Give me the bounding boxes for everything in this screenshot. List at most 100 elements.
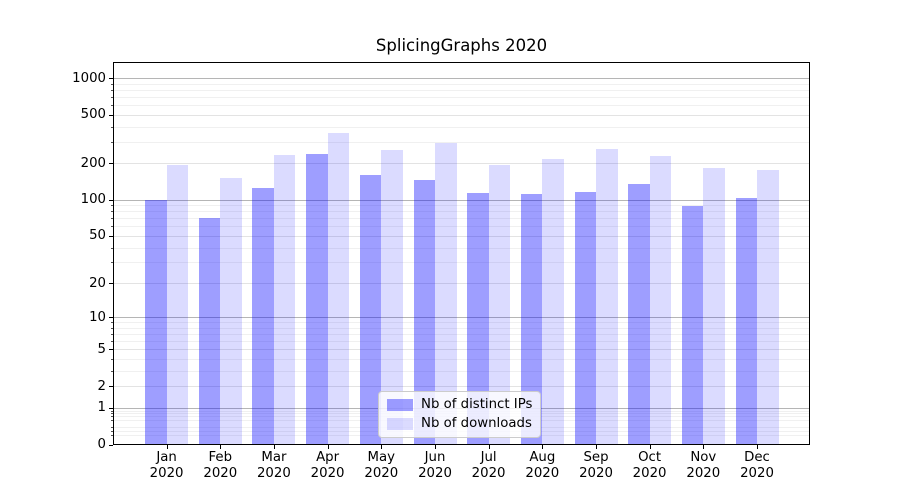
x-tick-label-sep: Sep 2020	[579, 450, 613, 481]
x-tick	[166, 445, 168, 449]
x-tick-label-jan: Jan 2020	[149, 450, 184, 481]
gridline-minor	[114, 322, 809, 324]
y-tick-label: 1000	[72, 70, 106, 86]
gridline-major	[114, 114, 809, 116]
gridline-minor	[114, 247, 809, 249]
bar-distinct-ips-feb	[198, 218, 221, 445]
gridline-major	[114, 78, 809, 79]
y-minor-tick	[111, 334, 113, 336]
gridline-minor	[114, 359, 809, 361]
y-minor-tick	[111, 141, 113, 143]
gridline-major	[114, 349, 809, 351]
y-minor-tick	[111, 218, 113, 220]
y-minor-tick	[111, 126, 113, 128]
gridline-minor	[114, 327, 809, 329]
x-tick	[596, 445, 597, 449]
gridline-minor	[114, 96, 809, 98]
gridline-minor	[114, 371, 809, 372]
gridline-minor	[114, 205, 809, 207]
x-tick	[649, 445, 651, 449]
y-tick	[109, 407, 113, 409]
legend-swatch-downloads	[387, 417, 413, 430]
y-tick-label: 0	[97, 437, 106, 452]
y-minor-tick	[111, 419, 113, 421]
y-minor-tick	[111, 430, 113, 432]
gridline-major	[114, 386, 809, 388]
y-tick	[109, 163, 113, 165]
y-tick-label: 2	[97, 378, 106, 394]
y-minor-tick	[111, 410, 113, 412]
y-minor-tick	[111, 413, 113, 415]
y-minor-tick	[111, 226, 113, 228]
y-tick	[109, 114, 113, 116]
y-minor-tick	[111, 434, 113, 436]
x-tick-label-dec: Dec 2020	[740, 450, 774, 481]
y-minor-tick	[111, 426, 113, 428]
gridline-major	[114, 235, 809, 237]
bar-downloads-oct	[649, 155, 672, 445]
gridline-minor	[114, 226, 809, 228]
gridline-minor	[114, 341, 809, 343]
x-tick-label-nov: Nov 2020	[686, 450, 721, 481]
bar-distinct-ips-jul	[467, 192, 489, 445]
y-tick-label: 50	[89, 228, 106, 244]
legend-label-distinct-ips: Nb of distinct IPs	[421, 397, 533, 413]
bar-downloads-apr	[327, 133, 350, 445]
y-tick-label: 1	[97, 400, 106, 416]
y-tick-label: 10	[89, 309, 106, 325]
bar-downloads-mar	[273, 154, 296, 445]
gridline-minor	[114, 218, 809, 220]
x-tick-label-feb: Feb 2020	[203, 450, 238, 481]
y-tick	[109, 349, 113, 351]
bar-distinct-ips-oct	[628, 184, 650, 445]
y-tick-label: 5	[97, 341, 106, 357]
bar-downloads-sep	[596, 149, 618, 445]
y-minor-tick	[111, 105, 113, 107]
bar-downloads-jun	[435, 143, 457, 445]
gridline-major	[114, 163, 809, 165]
x-tick	[703, 445, 705, 449]
x-tick	[220, 445, 222, 449]
y-tick	[109, 78, 113, 79]
y-tick-label: 20	[89, 275, 106, 291]
legend-swatch-distinct-ips	[387, 399, 413, 412]
bar-distinct-ips-nov	[681, 205, 704, 445]
bar-distinct-ips-jun	[413, 180, 435, 445]
legend-item-downloads: Nb of downloads	[387, 416, 534, 431]
x-tick	[327, 445, 329, 449]
y-minor-tick	[111, 211, 113, 213]
y-minor-tick	[111, 89, 113, 91]
x-tick-label-may: May 2020	[364, 450, 399, 481]
bar-distinct-ips-sep	[574, 191, 596, 445]
y-minor-tick	[111, 83, 113, 85]
y-tick	[109, 444, 113, 446]
chart-title: SplicingGraphs 2020	[375, 36, 548, 55]
x-tick	[757, 445, 758, 449]
y-tick-label: 500	[80, 107, 106, 123]
y-minor-tick	[111, 247, 113, 249]
gridline-minor	[114, 211, 809, 213]
y-minor-tick	[111, 322, 113, 324]
y-tick	[109, 235, 113, 237]
bar-distinct-ips-may	[359, 174, 382, 445]
y-tick-label: 100	[80, 192, 106, 208]
legend: Nb of distinct IPs Nb of downloads	[378, 391, 541, 438]
y-minor-tick	[111, 371, 113, 372]
y-tick-label: 200	[80, 155, 106, 171]
bar-downloads-jul	[488, 165, 511, 445]
y-tick	[109, 283, 113, 284]
gridline-major	[114, 199, 809, 201]
y-minor-tick	[111, 327, 113, 329]
y-minor-tick	[111, 341, 113, 343]
plot-frame	[113, 62, 810, 445]
y-tick	[109, 317, 113, 319]
bar-downloads-nov	[703, 167, 725, 445]
bar-downloads-dec	[757, 170, 779, 445]
x-tick	[488, 445, 490, 449]
gridline-minor	[114, 105, 809, 107]
gridline-major	[114, 283, 809, 284]
x-tick	[273, 445, 275, 449]
bar-downloads-feb	[220, 178, 242, 445]
x-tick-label-oct: Oct 2020	[632, 450, 667, 481]
